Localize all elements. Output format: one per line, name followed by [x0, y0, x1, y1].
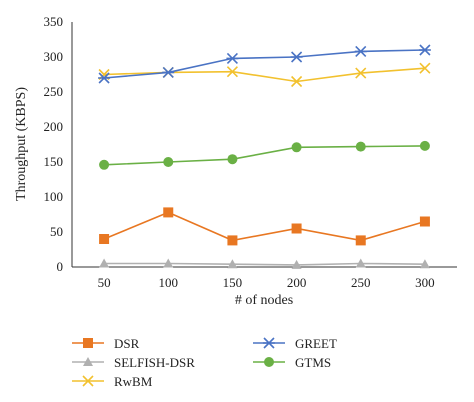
y-axis-label: Throughput (KBPS)	[14, 87, 29, 201]
series-line-dsr	[103, 211, 426, 242]
data-point-gtms	[419, 140, 430, 151]
data-point-gtms	[355, 141, 366, 152]
data-point-selfish-dsr	[99, 258, 110, 268]
legend-marker	[82, 375, 94, 387]
series-gtms	[99, 140, 430, 170]
data-point-greet	[354, 45, 367, 57]
data-point-selfish-dsr	[419, 259, 430, 269]
legend: DSR SELFISH-DSR RwBM GREET GTMS	[72, 336, 337, 389]
legend-label: SELFISH-DSR	[114, 355, 195, 370]
data-point-greet	[418, 44, 431, 56]
legend-label: GTMS	[295, 355, 331, 370]
series-line-greet	[104, 49, 425, 79]
data-point-greet	[290, 51, 303, 63]
legend-item-selfish-dsr: SELFISH-DSR	[72, 355, 195, 370]
series-selfish-dsr	[99, 258, 430, 269]
axes	[71, 22, 457, 268]
data-point-dsr	[163, 207, 174, 218]
data-point-rwbm	[291, 75, 303, 88]
x-tick-label: 250	[351, 275, 371, 290]
data-point-selfish-dsr	[163, 258, 174, 268]
data-point-rwbm	[355, 67, 367, 79]
y-tick-label: 100	[44, 189, 64, 204]
legend-marker	[83, 357, 93, 366]
data-point-dsr	[355, 235, 366, 246]
series-dsr	[99, 207, 430, 246]
data-point-gtms	[163, 157, 174, 167]
legend-label: GREET	[295, 336, 337, 351]
data-point-greet	[226, 52, 239, 64]
x-tick-label: 200	[287, 275, 307, 290]
legend-label: DSR	[114, 336, 140, 351]
data-point-dsr	[227, 235, 238, 246]
legend-marker	[83, 338, 93, 348]
legend-item-greet: GREET	[253, 336, 337, 351]
data-point-gtms	[291, 142, 302, 153]
data-point-dsr	[99, 234, 110, 244]
legend-item-dsr: DSR	[72, 336, 140, 351]
x-tick-label: 300	[415, 275, 435, 290]
data-point-selfish-dsr	[355, 258, 366, 268]
x-tick-label: 150	[223, 275, 243, 290]
legend-marker	[264, 357, 274, 367]
data-point-rwbm	[226, 66, 238, 78]
data-point-greet	[162, 66, 175, 78]
y-tick-label: 300	[44, 49, 64, 64]
data-point-gtms	[227, 154, 238, 165]
x-tick-label: 50	[98, 275, 111, 290]
series-greet	[98, 44, 431, 84]
data-point-dsr	[291, 223, 302, 234]
data-point-rwbm	[419, 62, 431, 74]
x-axis-label: # of nodes	[235, 293, 293, 308]
y-tick-labels: 0 50 100 150 200 250 300 350	[44, 14, 64, 274]
y-tick-label: 200	[44, 119, 64, 134]
series-line-gtms	[104, 145, 425, 166]
series-layer	[98, 44, 431, 269]
legend-item-rwbm: RwBM	[72, 374, 153, 389]
legend-label: RwBM	[114, 374, 153, 389]
series-line-selfish-dsr	[104, 262, 425, 266]
x-tick-label: 100	[159, 275, 179, 290]
data-point-greet	[98, 72, 111, 84]
y-tick-label: 250	[44, 84, 64, 99]
data-point-gtms	[99, 159, 110, 170]
y-tick-label: 0	[57, 259, 64, 274]
x-tick-labels: 50 100 150 200 250 300	[98, 275, 435, 290]
data-point-selfish-dsr	[227, 259, 238, 269]
legend-item-gtms: GTMS	[253, 355, 331, 370]
y-tick-label: 150	[44, 154, 64, 169]
series-line-rwbm	[104, 67, 425, 83]
y-tick-label: 350	[44, 14, 64, 29]
legend-marker	[263, 337, 275, 349]
data-point-dsr	[419, 216, 430, 227]
y-tick-label: 50	[50, 224, 63, 239]
data-point-selfish-dsr	[291, 259, 302, 269]
